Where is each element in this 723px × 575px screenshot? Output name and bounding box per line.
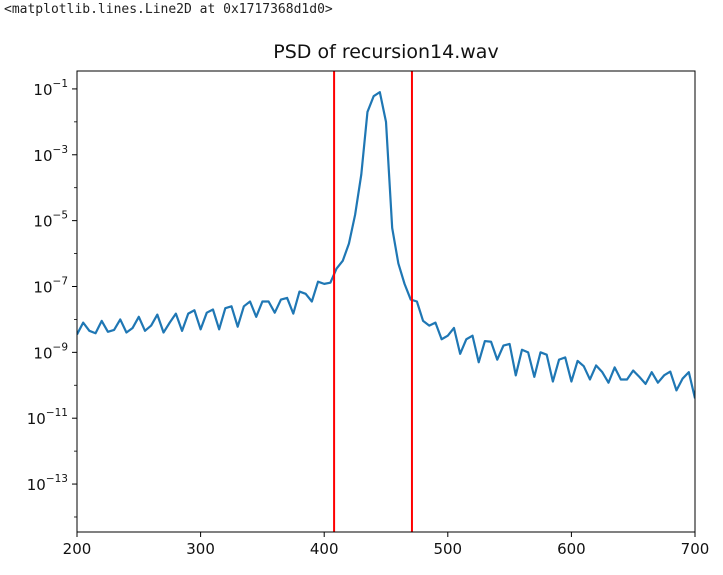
y-tick-label: 10−1 bbox=[33, 78, 68, 99]
plot-area bbox=[76, 70, 696, 533]
chart-title: PSD of recursion14.wav bbox=[273, 41, 498, 63]
y-tick-label: 10−5 bbox=[33, 210, 68, 231]
y-tick-label: 10−11 bbox=[27, 407, 68, 428]
y-tick-label: 10−13 bbox=[27, 473, 68, 494]
x-tick-label: 600 bbox=[557, 540, 586, 558]
axes-frame bbox=[76, 70, 696, 533]
x-tick-label: 400 bbox=[310, 540, 339, 558]
cell-output-text: <matplotlib.lines.Line2D at 0x1717368d1d… bbox=[4, 2, 333, 17]
y-tick-label: 10−3 bbox=[33, 144, 68, 165]
x-axis: 200 300 400 500 600 700 bbox=[63, 532, 710, 558]
x-tick-label: 700 bbox=[681, 540, 710, 558]
x-tick-label: 200 bbox=[63, 540, 92, 558]
x-tick-label: 300 bbox=[186, 540, 215, 558]
y-tick-label: 10−7 bbox=[33, 275, 68, 296]
y-tick-label: 10−9 bbox=[33, 341, 68, 362]
x-tick-label: 500 bbox=[433, 540, 462, 558]
psd-line bbox=[77, 91, 695, 399]
y-axis: 10−1 10−3 10−5 10−7 10−9 10−11 10−13 bbox=[27, 78, 77, 518]
